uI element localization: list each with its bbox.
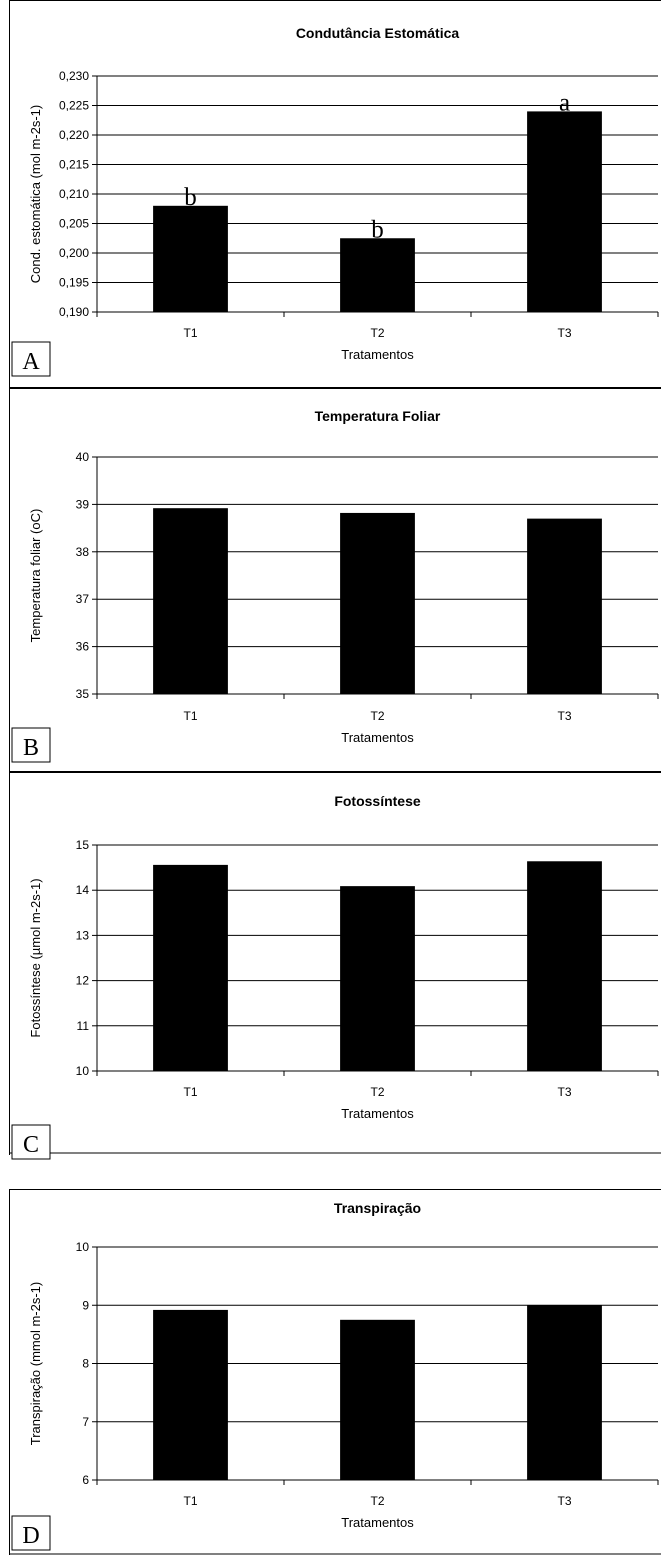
x-tick-label: T3 bbox=[557, 1494, 571, 1508]
x-axis-label: Tratamentos bbox=[341, 347, 414, 362]
bar bbox=[153, 508, 228, 694]
panel-label-box bbox=[11, 727, 51, 763]
chart-temperatura: 35 36 37 38 39 40 T1 T2 T3 Temperatura Foliar Trat… bbox=[11, 408, 659, 763]
y-tick-label: 15 bbox=[76, 838, 90, 852]
y-tick-label: 8 bbox=[82, 1357, 89, 1371]
bar bbox=[527, 111, 602, 313]
y-tick-label: 0,205 bbox=[59, 217, 89, 231]
y-tick-label: 0,195 bbox=[59, 276, 89, 290]
x-tick-label: T2 bbox=[370, 1494, 384, 1508]
panel-label: C bbox=[23, 1132, 39, 1158]
y-axis-label: Temperatura foliar (oC) bbox=[28, 509, 43, 643]
x-tick-label: T3 bbox=[557, 709, 571, 723]
y-tick-label: 37 bbox=[76, 592, 90, 606]
x-tick-label: T1 bbox=[183, 709, 197, 723]
x-tick-label: T1 bbox=[183, 1085, 197, 1099]
y-tick-label: 6 bbox=[82, 1473, 89, 1487]
bar-data-label: a bbox=[559, 89, 570, 116]
bar bbox=[527, 1305, 602, 1480]
panel-label: B bbox=[23, 735, 39, 761]
x-axis-label: Tratamentos bbox=[341, 1515, 414, 1530]
y-tick-label: 14 bbox=[76, 883, 90, 897]
bar-data-label: b bbox=[371, 216, 384, 243]
bar bbox=[153, 1309, 228, 1480]
y-tick-label: 10 bbox=[76, 1240, 90, 1254]
y-tick-label: 7 bbox=[82, 1415, 89, 1429]
y-axis-label: Fotossíntese (µmol m-2s-1) bbox=[28, 878, 43, 1037]
y-tick-label: 12 bbox=[76, 974, 90, 988]
y-tick-label: 40 bbox=[76, 450, 90, 464]
bar bbox=[153, 205, 228, 312]
panel-label-box bbox=[11, 341, 51, 377]
bar bbox=[340, 886, 415, 1071]
chart-transpiracao: 6 7 8 9 10 T1 T2 T3 Transpiração Tratamentos Trans… bbox=[11, 1200, 659, 1551]
x-tick-label: T1 bbox=[183, 326, 197, 340]
x-tick-label: T2 bbox=[370, 709, 384, 723]
panel-label-box bbox=[11, 1515, 51, 1551]
chart-title: Temperatura Foliar bbox=[315, 408, 441, 424]
x-axis-label: Tratamentos bbox=[341, 730, 414, 745]
y-tick-label: 0,230 bbox=[59, 69, 89, 83]
panel-label: D bbox=[22, 1523, 39, 1549]
y-tick-label: 13 bbox=[76, 928, 90, 942]
y-tick-label: 35 bbox=[76, 687, 90, 701]
x-axis-label: Tratamentos bbox=[341, 1106, 414, 1121]
y-tick-label: 38 bbox=[76, 545, 90, 559]
x-tick-label: T3 bbox=[557, 1085, 571, 1099]
bar bbox=[340, 238, 415, 312]
y-tick-label: 0,200 bbox=[59, 246, 89, 260]
chart-title: Transpiração bbox=[334, 1200, 421, 1216]
chart-title: Condutância Estomática bbox=[296, 25, 460, 41]
y-axis-label: Transpiração (mmol m-2s-1) bbox=[28, 1282, 43, 1446]
y-tick-label: 9 bbox=[82, 1298, 89, 1312]
y-tick-label: 11 bbox=[77, 1019, 90, 1033]
panel-label: A bbox=[22, 349, 40, 375]
x-tick-label: T2 bbox=[370, 326, 384, 340]
panel-label-box bbox=[11, 1124, 51, 1160]
x-tick-label: T3 bbox=[557, 326, 571, 340]
x-tick-label: T2 bbox=[370, 1085, 384, 1099]
y-tick-label: 39 bbox=[76, 497, 90, 511]
y-axis-label: Cond. estomática (mol m-2s-1) bbox=[28, 105, 43, 283]
bar-data-label: b bbox=[184, 184, 197, 211]
chart-title: Fotossíntese bbox=[334, 793, 421, 809]
chart-fotossintese: 10 11 12 13 14 15 T1 T2 T3 Fotossíntese Tratamento… bbox=[11, 793, 659, 1160]
y-tick-label: 36 bbox=[76, 640, 90, 654]
bar bbox=[153, 864, 228, 1071]
y-tick-label: 10 bbox=[76, 1064, 90, 1078]
y-tick-label: 0,210 bbox=[59, 187, 89, 201]
x-tick-label: T1 bbox=[183, 1494, 197, 1508]
bar bbox=[340, 512, 415, 694]
y-tick-label: 0,225 bbox=[59, 99, 89, 113]
bar bbox=[340, 1319, 415, 1480]
bar bbox=[527, 518, 602, 694]
bar bbox=[527, 861, 602, 1071]
y-tick-label: 0,215 bbox=[59, 158, 89, 172]
y-tick-label: 0,220 bbox=[59, 128, 89, 142]
y-tick-label: 0,190 bbox=[59, 305, 89, 319]
chart-condutancia: 0,190 0,195 0,200 0,205 0,210 0,215 0,220 0,225… bbox=[11, 25, 659, 377]
